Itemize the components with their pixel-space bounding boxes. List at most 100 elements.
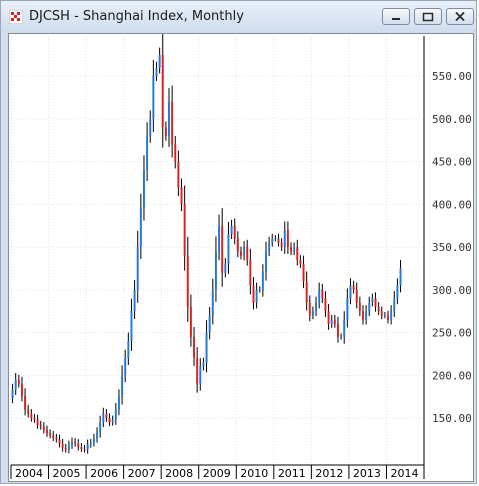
y-tick-label: 450.00 xyxy=(432,156,472,169)
y-tick-label: 400.00 xyxy=(432,198,472,211)
bar-body xyxy=(14,379,17,390)
y-tick-label: 500.00 xyxy=(432,113,472,126)
bar-body xyxy=(177,161,180,188)
restore-icon xyxy=(422,12,434,22)
bar-body xyxy=(164,127,167,136)
bar-body xyxy=(39,424,42,427)
bar-body xyxy=(346,298,349,320)
bar-body xyxy=(387,315,389,320)
bar-body xyxy=(280,242,283,248)
bar-body xyxy=(214,251,217,290)
close-button[interactable] xyxy=(446,8,474,25)
bar-body xyxy=(318,289,321,303)
bar-body xyxy=(30,413,33,418)
y-tick-label: 150.00 xyxy=(432,412,472,425)
bar-body xyxy=(208,315,211,333)
bar-body xyxy=(221,225,224,273)
restore-button[interactable] xyxy=(414,8,442,25)
x-tick-label: 2011 xyxy=(278,467,306,480)
bar-body xyxy=(371,298,374,303)
bar-body xyxy=(61,443,64,448)
bar-body xyxy=(311,311,314,316)
bar-body xyxy=(49,433,52,436)
bar-body xyxy=(171,101,174,145)
bar-body xyxy=(362,311,364,320)
bar-body xyxy=(105,413,108,418)
bar-body xyxy=(186,255,189,307)
bar-body xyxy=(230,225,233,235)
bar-body xyxy=(249,259,252,286)
bar-body xyxy=(390,311,393,320)
bar-body xyxy=(227,234,230,265)
bar-body xyxy=(121,375,124,397)
bar-body xyxy=(305,281,308,303)
bar-body xyxy=(268,242,271,252)
bar-body xyxy=(161,54,164,128)
bar-body xyxy=(189,306,192,337)
bar-body xyxy=(265,251,267,273)
bar-body xyxy=(239,251,242,256)
bar-body xyxy=(124,358,127,376)
bar-body xyxy=(80,447,83,449)
bar-body xyxy=(127,341,130,359)
price-chart[interactable]: 150.00 200.00 250.00 300.00 350.00 400.00 450.… xyxy=(9,34,473,481)
bar-body xyxy=(383,315,386,317)
bar-body xyxy=(74,441,77,444)
x-tick-label: 2004 xyxy=(15,467,43,480)
bar-body xyxy=(130,311,133,342)
bar-body xyxy=(336,323,339,337)
x-axis-labels: 2004 2005 2006 2007 2008 2009 2010 2011 2012 2013… xyxy=(10,465,418,480)
bar-body xyxy=(277,238,280,243)
x-tick-label: 2010 xyxy=(240,467,268,480)
minimize-button[interactable] xyxy=(382,8,410,25)
bar-body xyxy=(324,298,327,312)
grid-lines xyxy=(10,36,424,465)
bar-body xyxy=(108,417,111,423)
bar-body xyxy=(55,437,58,440)
bar-body xyxy=(271,238,274,243)
bar-body xyxy=(86,444,89,450)
bar-body xyxy=(255,289,258,303)
bar-body xyxy=(27,409,30,414)
bar-body xyxy=(261,272,264,290)
title-bar[interactable]: DJCSH - Shanghai Index, Monthly xyxy=(1,1,476,33)
bar-body xyxy=(315,302,318,312)
bar-body xyxy=(327,311,330,324)
bar-body xyxy=(349,285,352,299)
bar-body xyxy=(133,289,136,312)
x-tick-label: 2006 xyxy=(90,467,118,480)
bar-body xyxy=(330,319,333,324)
bar-body xyxy=(42,426,45,430)
bar-body xyxy=(146,135,149,171)
bar-body xyxy=(17,379,20,384)
bar-body xyxy=(20,383,23,396)
bar-body xyxy=(299,259,302,265)
bar-body xyxy=(283,229,286,248)
bar-body xyxy=(380,311,383,316)
bar-body xyxy=(136,247,139,290)
y-tick-label: 200.00 xyxy=(432,369,472,382)
bar-body xyxy=(365,311,368,320)
bar-body xyxy=(149,118,152,136)
bar-body xyxy=(396,285,399,299)
bar-body xyxy=(374,298,377,307)
bar-body xyxy=(233,225,236,239)
bar-body xyxy=(258,289,261,291)
bar-body xyxy=(139,208,142,248)
bar-body xyxy=(46,429,48,434)
bar-body xyxy=(143,170,145,209)
bar-body xyxy=(321,289,324,299)
bar-body xyxy=(64,447,67,450)
close-icon xyxy=(455,11,465,22)
bar-body xyxy=(343,319,346,337)
bar-body xyxy=(152,76,155,119)
bar-body xyxy=(286,229,289,248)
y-tick-label: 350.00 xyxy=(432,241,472,254)
minimize-icon xyxy=(392,18,400,20)
bar-body xyxy=(92,438,95,443)
bar-body xyxy=(174,144,177,162)
bar-body xyxy=(33,417,36,420)
bar-body xyxy=(58,439,61,444)
x-tick-label: 2014 xyxy=(390,467,418,480)
